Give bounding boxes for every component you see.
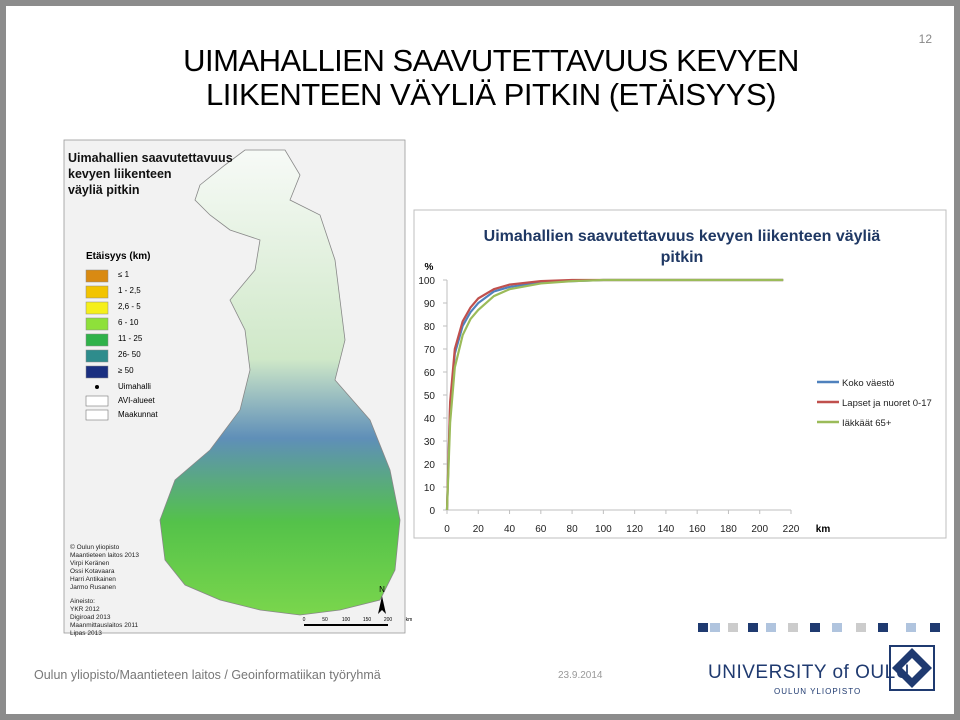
credit-line: Maantieteen laitos 2013 <box>70 552 140 559</box>
x-tick-label: 220 <box>783 524 800 535</box>
symbol-label: Maakunnat <box>118 410 158 419</box>
y-tick-label: 90 <box>424 299 436 310</box>
credit-line: Jarmo Rusanen <box>70 584 116 591</box>
x-tick-label: 40 <box>504 524 516 535</box>
scale-label: km <box>406 617 413 623</box>
credits: © Oulun yliopisto Maantieteen laitos 2013… <box>70 544 139 592</box>
legend-swatch <box>85 333 109 347</box>
map-legend: N 0 50 100 150 200 km <box>85 269 413 626</box>
title-line: UIMAHALLIEN SAAVUTETTAVUUS KEVYEN <box>183 43 799 78</box>
x-tick-label: 80 <box>567 524 579 535</box>
legend-label: 26- 50 <box>118 350 141 359</box>
x-tick-label: 160 <box>689 524 706 535</box>
scale-label: 0 <box>303 617 306 623</box>
y-tick-label: 60 <box>424 368 436 379</box>
y-tick-label: 30 <box>424 437 436 448</box>
legend-swatch <box>85 285 109 299</box>
source-line: Lipas 2013 <box>70 630 102 637</box>
decorative-blocks <box>698 623 940 632</box>
x-tick-label: 60 <box>535 524 547 535</box>
footer: Oulun yliopisto/Maantieteen laitos / Geo… <box>34 668 381 682</box>
source-line: Aineisto: <box>70 598 95 605</box>
symbol-box <box>85 395 109 407</box>
logo-subtext: OULUN YLIOPISTO <box>774 687 862 696</box>
symbol-box <box>85 409 109 421</box>
map-heading-line: väyliä pitkin <box>68 183 140 197</box>
y-tick-label: 80 <box>424 322 436 333</box>
chart-frame <box>413 209 947 539</box>
scale-label: 200 <box>384 617 393 623</box>
slide-title: UIMAHALLIEN SAAVUTETTAVUUS KEVYEN LIIKEN… <box>101 44 881 112</box>
symbol-label: Uimahalli <box>118 382 151 391</box>
source-line: Maanmittauslaitos 2011 <box>70 622 139 629</box>
north-arrow <box>378 596 386 614</box>
slide: N 0 50 100 150 200 km 0 10 20 30 40 50 60 70 80 90 100 0 2… <box>6 6 954 714</box>
x-tick-label: 200 <box>751 524 768 535</box>
y-tick-label: 50 <box>424 391 436 402</box>
credit-line: Harri Antikainen <box>70 576 116 583</box>
scale-label: 100 <box>342 617 351 623</box>
y-tick-label: 40 <box>424 414 436 425</box>
legend-label: 11 - 25 <box>118 334 143 343</box>
symbol-dot <box>95 385 99 389</box>
y-tick-label: 10 <box>424 483 436 494</box>
legend-label: 1 - 2,5 <box>118 286 141 295</box>
date: 23.9.2014 <box>558 670 603 681</box>
x-tick-label: 180 <box>720 524 737 535</box>
symbol-label: AVI-alueet <box>118 396 155 405</box>
legend-label: ≤ 1 <box>118 270 130 279</box>
legend-label: ≥ 50 <box>118 366 134 375</box>
credit-line: © Oulun yliopisto <box>70 544 120 551</box>
legend-swatch <box>85 349 109 363</box>
scale-label: 150 <box>363 617 372 623</box>
legend-label: Iäkkäät 65+ <box>842 418 892 429</box>
x-axis-label: km <box>816 524 831 535</box>
series-line <box>445 278 784 511</box>
legend-swatch <box>85 317 109 331</box>
graphics: N 0 50 100 150 200 km 0 10 20 30 40 50 60 70 80 90 100 0 2… <box>63 139 947 691</box>
y-tick-label: 100 <box>418 276 435 287</box>
legend-title: Etäisyys (km) <box>86 251 151 262</box>
legend-label: 6 - 10 <box>118 318 139 327</box>
sources: Aineisto: YKR 2012 Digiroad 2013 Maanmittau… <box>70 598 138 638</box>
scale-label: 50 <box>322 617 328 623</box>
map-heading-line: kevyen liikenteen <box>68 167 172 181</box>
legend-swatch <box>85 301 109 315</box>
legend-label: 2,6 - 5 <box>118 302 141 311</box>
chart-title: Uimahallien saavutettavuus kevyen liiken… <box>483 228 881 266</box>
credit-line: Virpi Keränen <box>70 560 110 567</box>
y-axis-label: % <box>425 262 434 273</box>
y-tick-label: 20 <box>424 460 436 471</box>
chart: 0 10 20 30 40 50 60 70 80 90 100 0 20 40 60 80 100 120 140… <box>418 262 931 535</box>
scale-bar <box>304 624 388 626</box>
logo-mark <box>889 645 935 691</box>
y-tick-label: 70 <box>424 345 436 356</box>
finland-map <box>159 149 401 616</box>
legend-label: Koko väestö <box>842 378 894 389</box>
x-tick-label: 120 <box>626 524 643 535</box>
legend-label: Lapset ja nuoret 0-17 <box>842 398 932 409</box>
x-tick-label: 20 <box>473 524 485 535</box>
title-line: LIIKENTEEN VÄYLIÄ PITKIN (ETÄISYYS) <box>206 77 776 112</box>
y-tick-label: 0 <box>429 506 435 517</box>
map-heading: Uimahallien saavutettavuus kevyen liiken… <box>68 150 233 198</box>
x-tick-label: 0 <box>444 524 450 535</box>
source-line: YKR 2012 <box>70 606 100 613</box>
logo-text: UNIVERSITY of OULU <box>708 662 910 683</box>
page-number: 12 <box>918 32 932 46</box>
x-tick-label: 140 <box>658 524 675 535</box>
x-tick-label: 100 <box>595 524 612 535</box>
map-heading-line: Uimahallien saavutettavuus <box>68 151 233 165</box>
legend-swatch <box>85 365 109 379</box>
north-arrow-label: N <box>379 585 385 594</box>
source-line: Digiroad 2013 <box>70 614 111 621</box>
credit-line: Ossi Kotavaara <box>70 568 115 575</box>
legend-swatch <box>85 269 109 283</box>
